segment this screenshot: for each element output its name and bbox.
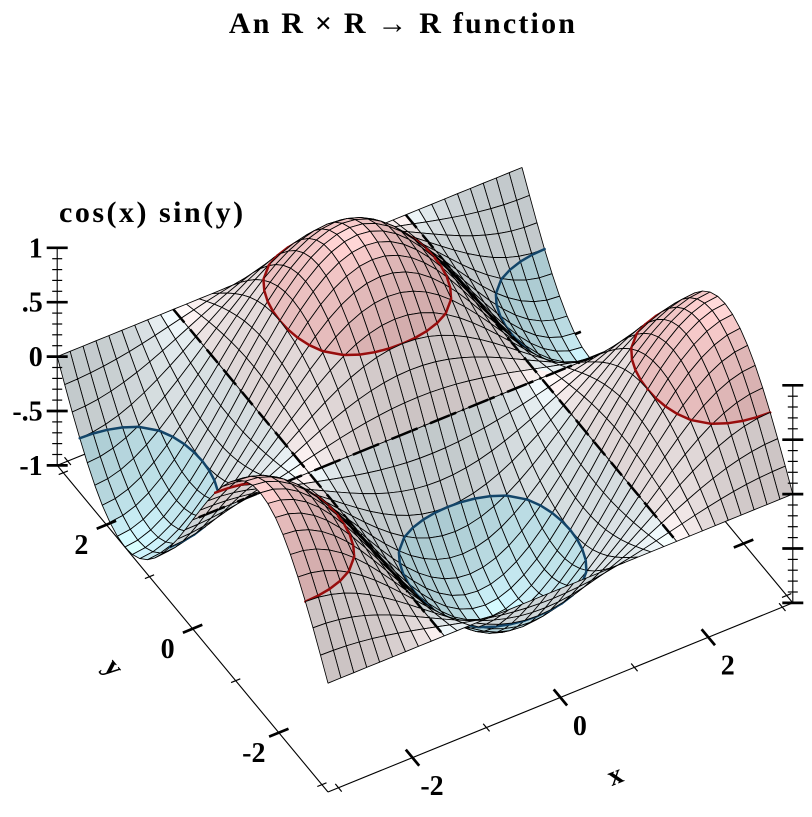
svg-text:0: 0 bbox=[573, 711, 587, 742]
svg-text:-.5: -.5 bbox=[12, 397, 42, 428]
svg-text:0: 0 bbox=[161, 634, 175, 665]
svg-text:-2: -2 bbox=[420, 771, 443, 802]
svg-text:An R × R → R function: An R × R → R function bbox=[229, 7, 577, 40]
svg-text:cos(x) sin(y): cos(x) sin(y) bbox=[59, 196, 246, 229]
svg-text:2: 2 bbox=[721, 651, 735, 682]
svg-text:2: 2 bbox=[74, 530, 88, 561]
svg-text:.5: .5 bbox=[22, 288, 43, 319]
svg-text:0: 0 bbox=[29, 342, 43, 373]
svg-text:-2: -2 bbox=[242, 738, 265, 769]
svg-text:-1: -1 bbox=[19, 451, 42, 482]
svg-text:1: 1 bbox=[29, 233, 43, 264]
